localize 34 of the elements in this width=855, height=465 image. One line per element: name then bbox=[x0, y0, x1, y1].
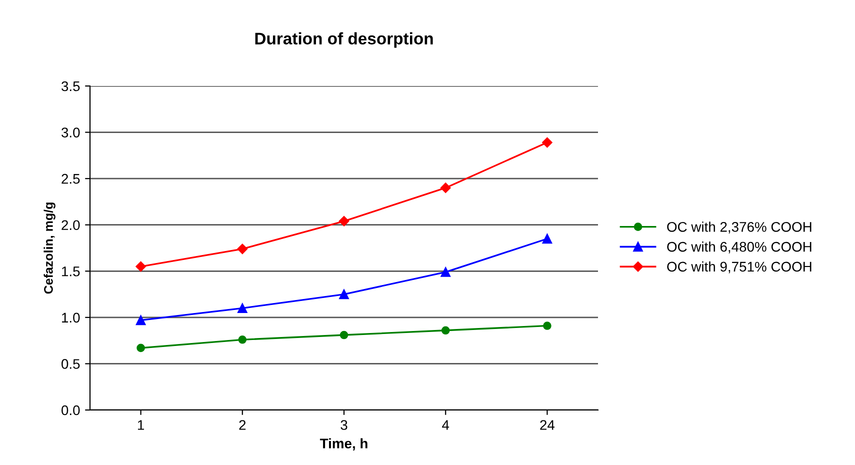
chart-title: Duration of desorption bbox=[255, 32, 433, 48]
point bbox=[339, 289, 349, 300]
point bbox=[440, 267, 450, 277]
x-tick-label: 1 bbox=[138, 420, 144, 430]
point bbox=[542, 137, 552, 148]
point bbox=[441, 326, 450, 335]
point bbox=[136, 261, 146, 272]
legend-label: OC with 9,751% COOH bbox=[667, 261, 812, 274]
point bbox=[440, 182, 451, 193]
point bbox=[136, 315, 146, 326]
y-tick-label: 2.0 bbox=[62, 220, 80, 230]
y-tick-label: 3.0 bbox=[62, 128, 80, 138]
point bbox=[238, 303, 248, 314]
point bbox=[340, 330, 348, 340]
y-tick-label: 1.0 bbox=[62, 312, 80, 323]
x-tick-label: 4 bbox=[442, 420, 450, 430]
point bbox=[238, 335, 247, 344]
y-tick-label: 3.5 bbox=[62, 81, 80, 92]
legend-label: OC with 2,376% COOH bbox=[667, 222, 812, 234]
x-tick-label: 3 bbox=[340, 420, 348, 430]
x-axis-title: Time, h bbox=[320, 438, 368, 450]
point bbox=[237, 244, 248, 254]
point bbox=[542, 234, 552, 244]
x-tick-label: 2 bbox=[239, 420, 246, 430]
y-tick-label: 2.5 bbox=[62, 174, 80, 184]
y-tick-label: 0.0 bbox=[62, 405, 80, 416]
x-tick-label: 24 bbox=[540, 420, 555, 430]
y-axis-title: Cefazolin, mg/g bbox=[44, 202, 56, 294]
y-tick-label: 0.5 bbox=[62, 359, 80, 369]
legend-label: OC with 6,480% COOH bbox=[667, 242, 812, 254]
point bbox=[338, 216, 350, 226]
point bbox=[136, 344, 145, 352]
point bbox=[543, 322, 552, 330]
y-tick-label: 1.5 bbox=[62, 266, 80, 276]
